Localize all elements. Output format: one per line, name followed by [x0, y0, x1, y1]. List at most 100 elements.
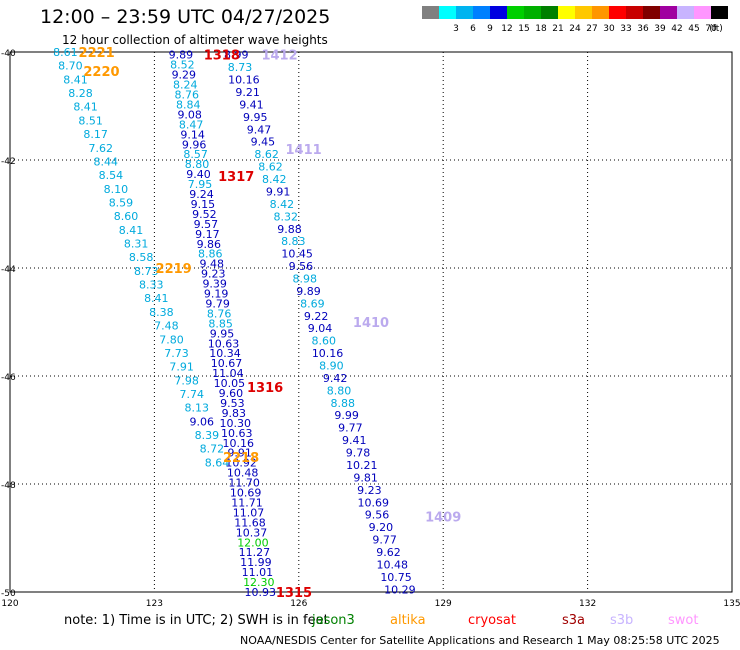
legend-swatch — [558, 6, 575, 19]
wave-height-value: 8.84 — [176, 98, 201, 111]
lon-tick-label: 129 — [435, 599, 452, 606]
legend-label: 45 — [688, 24, 699, 34]
track-pass-label: 1315 — [276, 586, 312, 601]
wave-height-value: 7.73 — [164, 347, 189, 360]
wave-height-value: 10.67 — [211, 357, 243, 370]
wave-height-value: 8.10 — [104, 183, 129, 196]
wave-height-value: 7.62 — [88, 142, 113, 155]
wave-height-value: 8.51 — [78, 114, 103, 127]
legend-swatch — [575, 6, 592, 19]
legend-label: 24 — [569, 24, 581, 34]
lon-tick-label: 123 — [146, 599, 163, 606]
sat-cryosat: cryosat — [468, 613, 516, 628]
wave-height-value: 10.34 — [209, 347, 241, 360]
wave-height-value: 7.91 — [169, 361, 194, 374]
track-pass-label: 1317 — [218, 170, 254, 185]
sat-altika: altika — [390, 613, 426, 628]
legend-swatch — [677, 6, 694, 19]
legend-swatch — [660, 6, 677, 19]
wave-height-value: 8.60 — [114, 210, 139, 223]
wave-height-value: 9.77 — [372, 534, 397, 547]
wave-height-value: 8.76 — [207, 307, 232, 320]
wave-height-value: 9.39 — [202, 278, 227, 291]
wave-height-value: 11.27 — [239, 546, 271, 559]
wave-height-value: 10.48 — [227, 467, 259, 480]
track-pass-label: 1411 — [286, 143, 322, 158]
wave-height-value: 8.41 — [63, 73, 88, 86]
track-pass-label: 1412 — [261, 49, 297, 64]
legend-label: 3 — [453, 24, 459, 34]
wave-height-value: 10.45 — [281, 248, 313, 261]
wave-height-value: 10.69 — [230, 487, 262, 500]
legend-label: 70 — [705, 24, 717, 34]
wave-height-value: 8.42 — [262, 173, 287, 186]
track-pass-label: 2219 — [156, 262, 192, 277]
wave-height-value: 10.21 — [346, 459, 378, 472]
legend-swatch — [609, 6, 626, 19]
wave-height-value: 9.91 — [227, 447, 252, 460]
wave-height-value: 12.30 — [243, 576, 275, 589]
wave-height-value: 9.81 — [353, 471, 378, 484]
wave-height-value: 8.73 — [134, 265, 159, 278]
wave-height-value: 9.22 — [304, 310, 329, 323]
legend-label: 42 — [671, 24, 682, 34]
wave-height-value: 10.37 — [236, 526, 268, 539]
wave-height-value: 8.44 — [94, 155, 119, 168]
wave-height-value: 9.95 — [243, 111, 268, 124]
wave-height-value: 11.01 — [242, 566, 274, 579]
legend-label: 39 — [654, 24, 666, 34]
wave-height-value: 9.91 — [266, 185, 291, 198]
footer: note: 1) Time is in UTC; 2) SWH is in fe… — [0, 606, 740, 650]
legend-unit: (ft) — [709, 24, 723, 34]
wave-height-value: 9.86 — [197, 238, 222, 251]
wave-height-value: 8.32 — [273, 210, 298, 223]
wave-height-value: 8.54 — [99, 169, 124, 182]
legend-swatch — [643, 6, 660, 19]
wave-height-value: 9.23 — [357, 484, 382, 497]
wave-height-value: 9.17 — [195, 228, 220, 241]
wave-height-value: 9.89 — [296, 285, 321, 298]
legend-label: 15 — [518, 24, 529, 34]
wave-height-value: 8.76 — [175, 89, 200, 102]
wave-height-value: 9.78 — [346, 447, 371, 460]
note-text: note: 1) Time is in UTC; 2) SWH is in fe… — [64, 613, 329, 628]
legend-swatch — [694, 6, 711, 19]
legend-label: 27 — [586, 24, 597, 34]
wave-height-value: 9.56 — [365, 509, 390, 522]
wave-height-value: 8.83 — [281, 235, 306, 248]
wave-height-value: 10.63 — [221, 427, 253, 440]
wave-height-value: 9.96 — [182, 138, 207, 151]
wave-height-value: 10.16 — [312, 347, 344, 360]
wave-height-value: 10.63 — [208, 337, 240, 350]
wave-height-value: 8.90 — [319, 360, 344, 373]
wave-height-value: 9.19 — [204, 288, 229, 301]
track-pass-label: 1316 — [247, 381, 283, 396]
wave-height-value: 8.80 — [327, 384, 352, 397]
lon-tick-label: 126 — [290, 599, 307, 606]
wave-height-value: 9.56 — [289, 260, 314, 273]
map-subtitle: 12 hour collection of altimeter wave hei… — [62, 33, 328, 47]
wave-height-value: 8.86 — [198, 248, 223, 261]
wave-height-value: 9.60 — [219, 387, 244, 400]
wave-height-value: 11.99 — [240, 556, 272, 569]
wave-height-value: 8.61 — [53, 46, 78, 59]
wave-height-value: 8.17 — [83, 128, 108, 141]
wave-height-value: 9.57 — [194, 218, 219, 231]
map-frame — [9, 51, 733, 593]
legend-swatch — [626, 6, 643, 19]
wave-height-value: 9.53 — [220, 397, 245, 410]
wave-height-value: 9.88 — [277, 223, 302, 236]
lat-tick-label: -40 — [1, 49, 16, 59]
wave-height-value: 8.41 — [73, 101, 98, 114]
wave-height-value: 8.38 — [149, 306, 174, 319]
wave-height-value: 8.98 — [292, 272, 317, 285]
wave-height-value: 10.16 — [228, 74, 260, 87]
legend-swatch — [456, 6, 473, 19]
legend-swatch — [439, 6, 456, 19]
wave-height-value: 10.30 — [220, 417, 252, 430]
wave-height-value: 9.40 — [186, 168, 211, 181]
wave-height-value: 9.29 — [172, 69, 197, 82]
wave-height-value: 10.29 — [384, 583, 416, 596]
lat-tick-label: -50 — [1, 589, 16, 599]
wave-height-value: 8.13 — [185, 402, 210, 415]
